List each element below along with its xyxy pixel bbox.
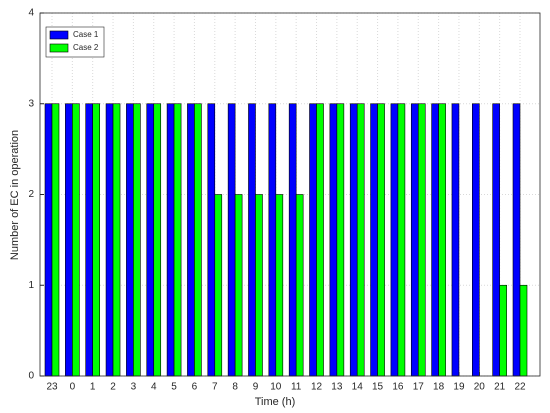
- bar: [65, 103, 73, 377]
- y-tick-label: 2: [28, 189, 34, 200]
- axes-box: [39, 12, 541, 377]
- bar: [349, 103, 358, 377]
- bar: [146, 103, 155, 377]
- x-tick-label: 5: [171, 382, 177, 393]
- x-tick-label: 9: [253, 382, 259, 393]
- bar: [356, 103, 365, 377]
- y-tick-label: 1: [28, 280, 34, 291]
- bar: [295, 194, 304, 377]
- bar: [207, 103, 216, 377]
- bar: [85, 103, 93, 377]
- bar: [492, 103, 500, 377]
- bar: [214, 194, 223, 377]
- x-tick-label: 14: [352, 382, 364, 393]
- x-tick-label: 18: [433, 382, 445, 393]
- x-tick-label: 23: [46, 382, 58, 393]
- legend-swatch: [49, 43, 69, 53]
- bar: [112, 103, 121, 377]
- bar: [187, 103, 195, 377]
- x-tick-label: 13: [331, 382, 343, 393]
- x-tick-label: 10: [270, 382, 282, 393]
- bar: [329, 103, 338, 377]
- bar: [275, 194, 284, 377]
- bar: [126, 103, 134, 377]
- bar: [438, 103, 446, 377]
- bar: [410, 103, 419, 377]
- x-tick-label: 12: [311, 382, 323, 393]
- x-tick-label: 17: [413, 382, 425, 393]
- x-tick-label: 6: [192, 382, 198, 393]
- bar: [248, 103, 256, 377]
- bar: [431, 103, 439, 377]
- x-tick-label: 21: [494, 382, 506, 393]
- bar: [336, 103, 345, 377]
- bar: [44, 103, 53, 377]
- bar: [288, 103, 297, 377]
- x-tick-label: 8: [232, 382, 238, 393]
- x-tick-label: 0: [70, 382, 76, 393]
- bar: [519, 284, 528, 377]
- bar: [92, 103, 100, 377]
- bar: [268, 103, 277, 377]
- bar: [370, 103, 378, 377]
- legend-swatch: [49, 30, 69, 40]
- bar: [72, 103, 80, 377]
- x-tick-label: 22: [514, 382, 526, 393]
- bar: [417, 103, 426, 377]
- x-tick-label: 7: [212, 382, 218, 393]
- x-tick-label: 20: [474, 382, 486, 393]
- bar: [390, 103, 399, 377]
- x-tick-label: 15: [372, 382, 384, 393]
- x-tick-label: 16: [392, 382, 404, 393]
- bar: [194, 103, 202, 377]
- bar: [377, 103, 385, 377]
- bar: [316, 103, 324, 377]
- y-tick-label: 0: [28, 371, 34, 382]
- bar: [255, 194, 263, 377]
- y-axis-label: Number of EC in operation: [9, 130, 21, 260]
- bar: [105, 103, 114, 377]
- bar: [512, 103, 521, 377]
- bar: [451, 103, 460, 377]
- bar: [133, 103, 141, 377]
- legend-label: Case 1: [73, 30, 99, 39]
- bar: [227, 103, 236, 377]
- legend-label: Case 2: [73, 43, 99, 52]
- x-tick-label: 3: [131, 382, 137, 393]
- x-axis-label: Time (h): [255, 396, 296, 408]
- bar: [51, 103, 60, 377]
- bar: [153, 103, 162, 377]
- x-tick-label: 11: [291, 382, 302, 393]
- x-tick-label: 19: [453, 382, 465, 393]
- bar: [499, 284, 507, 377]
- bar: [397, 103, 406, 377]
- x-tick-label: 4: [151, 382, 157, 393]
- bar: [166, 103, 175, 377]
- bar: [472, 103, 480, 377]
- x-tick-label: 1: [90, 382, 96, 393]
- bar: [309, 103, 317, 377]
- x-tick-label: 2: [110, 382, 116, 393]
- y-tick-label: 3: [28, 98, 34, 109]
- y-tick-label: 4: [28, 8, 34, 19]
- bar: [234, 194, 243, 377]
- bar: [173, 103, 182, 377]
